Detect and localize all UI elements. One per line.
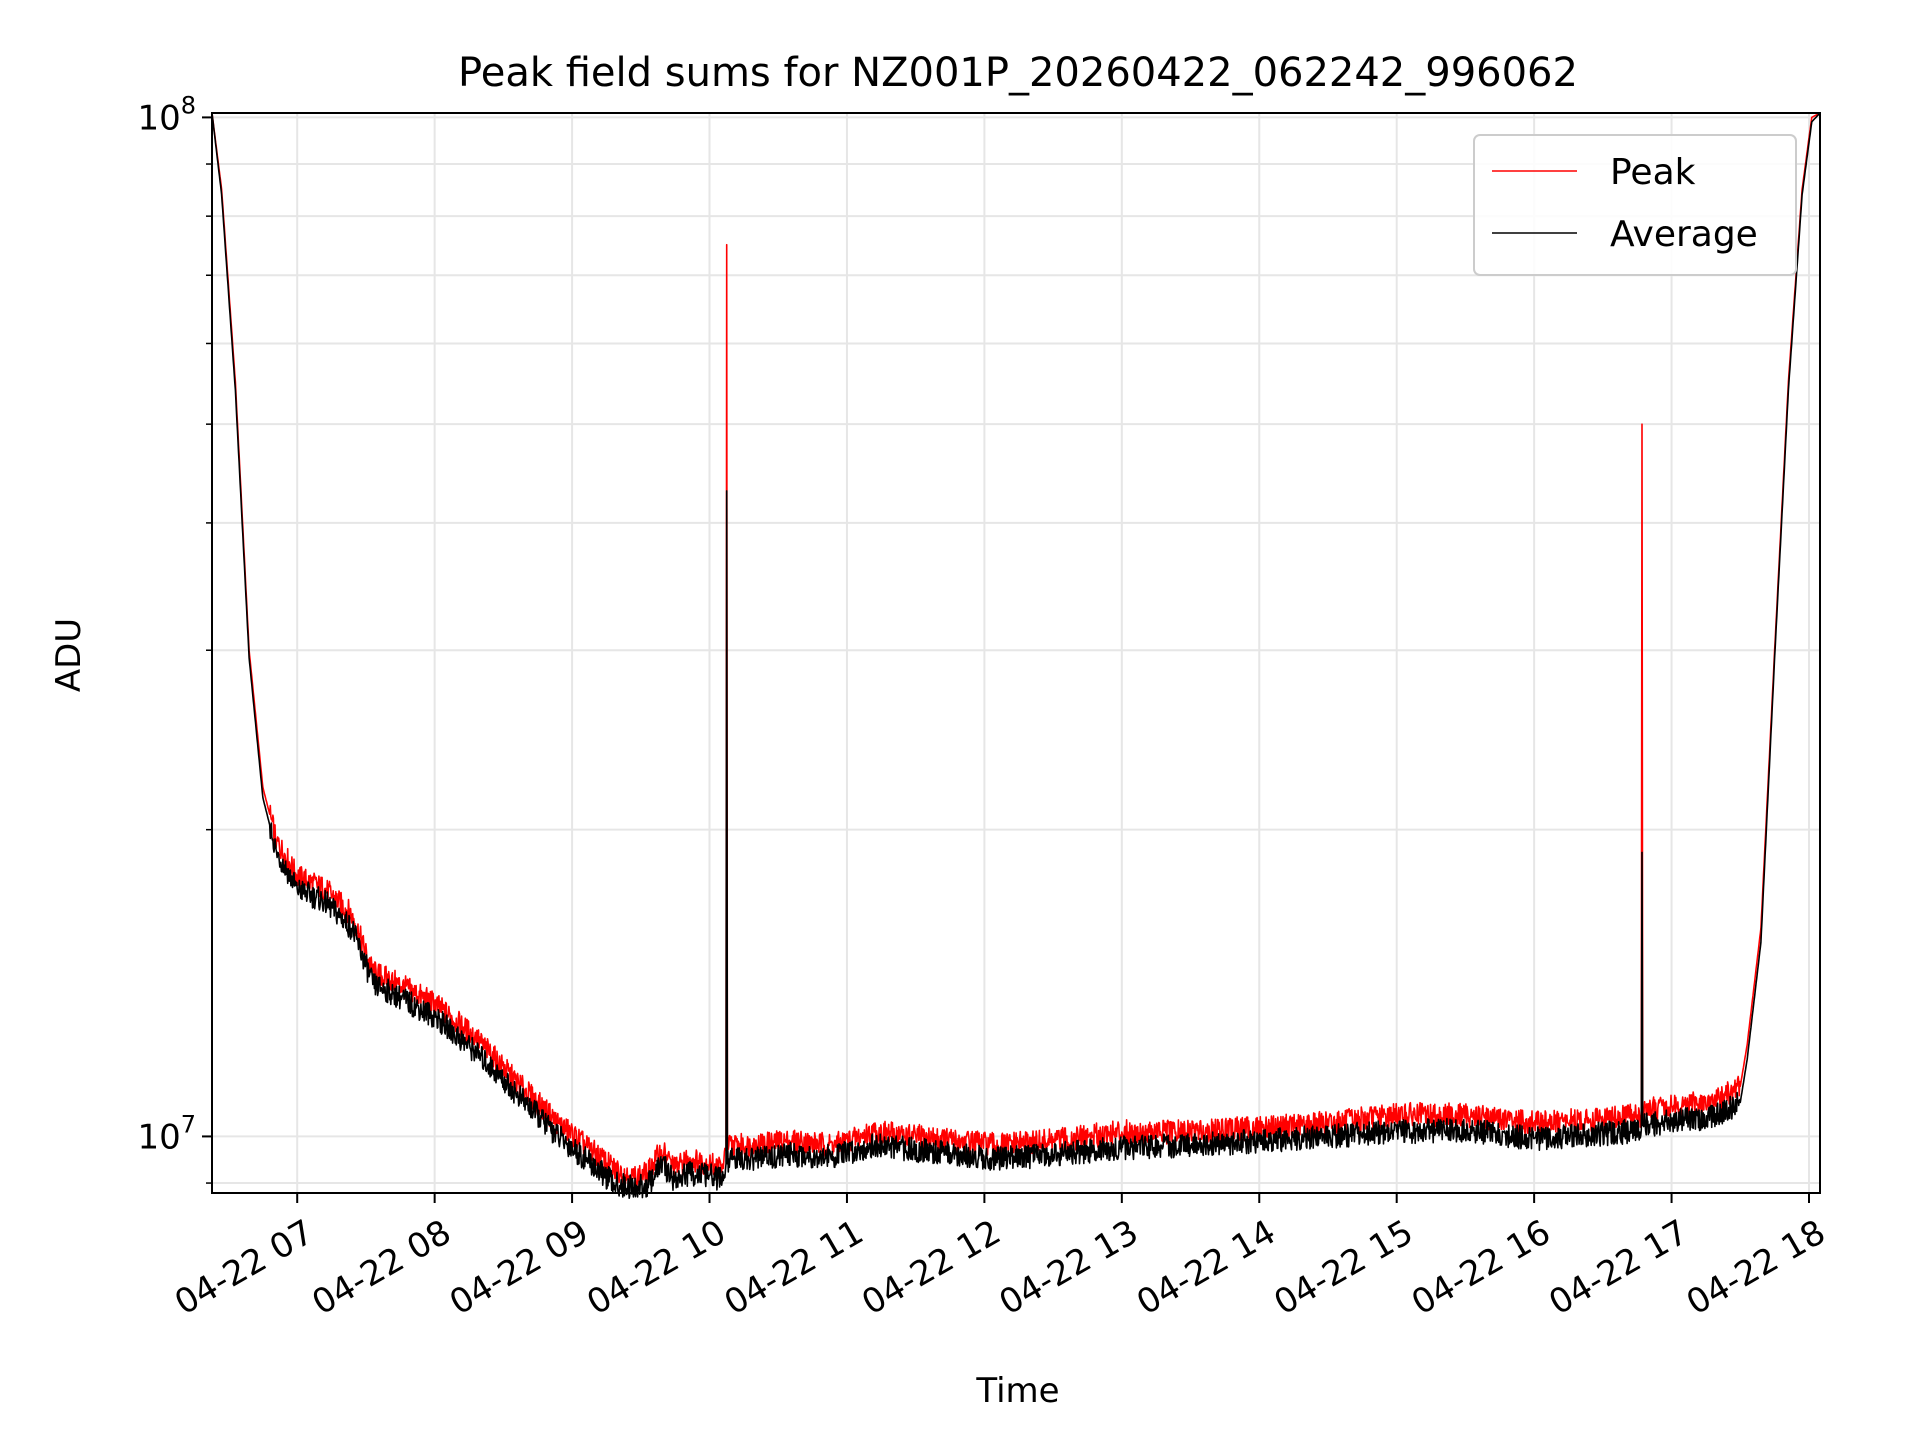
chart-title: Peak field sums for NZ001P_20260422_0622… xyxy=(458,50,1578,96)
series-lines xyxy=(211,112,1821,1199)
legend-label-average: Average xyxy=(1610,214,1758,255)
y-axis: 107 108 xyxy=(137,91,212,1184)
y-tick-label: 107 xyxy=(137,1110,196,1157)
legend: Peak Average xyxy=(1473,134,1797,276)
plot-frame xyxy=(211,112,1821,1194)
plot-area xyxy=(212,113,1820,1193)
grid xyxy=(212,113,1820,1193)
legend-box xyxy=(1473,134,1797,276)
y-axis-label: ADU xyxy=(49,618,89,692)
x-axis-label: Time xyxy=(975,1371,1059,1411)
y-tick-label: 108 xyxy=(137,91,196,138)
series-line-average xyxy=(211,112,1821,1199)
series-line-peak xyxy=(211,112,1821,1191)
legend-label-peak: Peak xyxy=(1610,152,1696,193)
